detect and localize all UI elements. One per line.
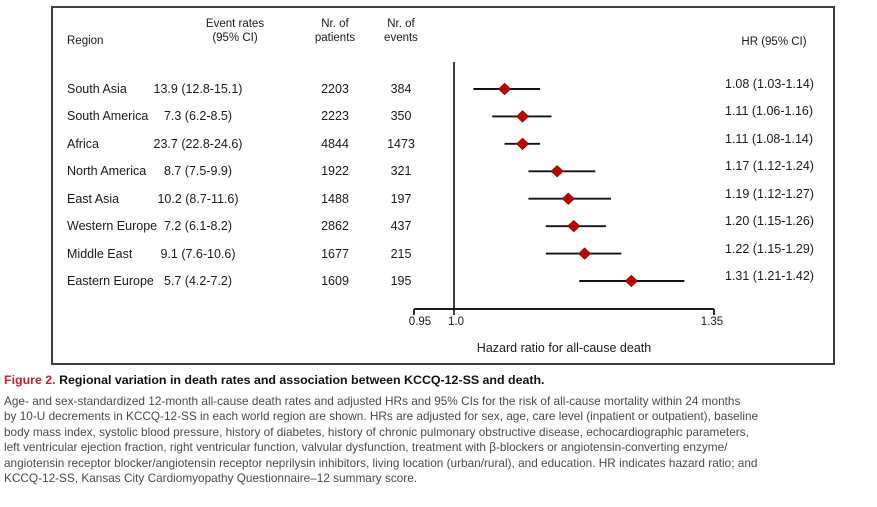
column-header-events-line2: events [384,32,418,44]
caption-line: body mass index, systolic blood pressure… [4,424,749,439]
row-patients: 1609 [321,274,349,288]
row-patients: 2862 [321,219,349,234]
figure-number-label: Figure 2. [4,373,56,387]
row-event-rate: 23.7 (22.8-24.6) [153,136,243,151]
column-header-patients: Nr. of patients [295,17,375,45]
row-event-rate: 10.2 (8.7-11.6) [157,191,239,206]
x-tick-label-1: 1.0 [448,316,464,328]
row-events: 350 [390,109,412,124]
figure-caption: Figure 2. Regional variation in death ra… [4,373,874,486]
row-patients: 1677 [321,246,349,261]
row-events: 197 [390,191,412,206]
row-patients: 2223 [321,109,349,124]
row-events: 321 [390,164,412,179]
row-region-label: East Asia [67,191,120,206]
caption-title-text: Regional variation in death rates and as… [59,373,545,387]
column-header-events-line1: Nr. of [387,18,415,30]
row-region-label: Africa [67,136,99,151]
caption-line: angiotensin receptor blocker/angiotensin… [4,455,758,470]
row-region-label: South America [67,109,149,124]
caption-line: left ventricular ejection fraction, righ… [4,440,728,455]
caption-body: Age- and sex-standardized 12-month all-c… [4,394,874,486]
diamond-center-dot [556,170,559,173]
row-hr-label: 1.11 (1.06-1.16) [725,104,814,119]
x-tick-label-2: 1.35 [701,316,723,328]
column-header-hr: HR (95% CI) [741,36,807,48]
column-header-region: Region [67,35,104,47]
column-header-event-rates-line2: (95% CI) [212,32,258,44]
row-events: 215 [390,246,412,261]
row-hr-label: 1.20 (1.15-1.26) [725,214,814,229]
row-hr-label: 1.17 (1.12-1.24) [725,159,814,174]
row-events: 195 [390,274,412,288]
row-event-rate: 5.7 (4.2-7.2) [163,274,233,288]
row-event-rate: 7.2 (6.1-8.2) [163,219,233,234]
diamond-center-dot [572,225,575,228]
row-hr-label: 1.08 (1.03-1.14) [725,77,814,91]
forest-plot: 0.95 1.0 1.35 Hazard ratio for all-cause… [409,62,723,355]
column-header-patients-line2: patients [314,32,356,44]
diamond-center-dot [583,252,586,255]
column-header-patients-line1: Nr. of [321,18,349,30]
diamond-center-dot [503,87,506,91]
column-header-event-rates-line1: Event rates [205,18,265,30]
row-patients: 1922 [321,164,349,179]
row-event-rate: 9.1 (7.6-10.6) [160,246,236,261]
column-header-events: Nr. of events [361,17,441,45]
row-hr-label: 1.11 (1.08-1.14) [725,131,814,146]
row-region-label: Middle East [67,246,133,261]
caption-line: by 10-U decrements in KCCQ-12-SS in each… [4,409,759,424]
row-patients: 1488 [321,191,349,206]
row-region-label: North America [67,164,147,179]
diamond-center-dot [521,142,524,145]
caption-line: KCCQ-12-SS, Kansas City Cardiomyopathy Q… [4,471,418,486]
row-event-rate: 13.9 (12.8-15.1) [153,82,243,96]
row-region-label: South Asia [67,82,127,96]
caption-title: Figure 2. Regional variation in death ra… [4,373,874,388]
x-axis-title: Hazard ratio for all-cause death [477,341,651,355]
diamond-center-dot [567,197,570,200]
diamond-center-dot [630,279,633,283]
figure-panel: Region Event rates (95% CI) Nr. of patie… [51,6,835,365]
row-patients: 4844 [321,136,349,151]
row-event-rate: 7.3 (6.2-8.5) [163,109,233,124]
row-region-label: Eastern Europe [67,274,154,288]
row-hr-label: 1.19 (1.12-1.27) [725,186,814,201]
x-tick-label-0: 0.95 [409,316,431,328]
row-patients: 2203 [321,82,349,96]
diamond-center-dot [521,115,524,118]
row-events: 437 [390,219,412,234]
row-hr-label: 1.31 (1.21-1.42) [725,269,814,283]
caption-line: Age- and sex-standardized 12-month all-c… [4,394,741,408]
row-events: 384 [390,82,412,96]
column-header-event-rates: Event rates (95% CI) [145,17,325,45]
forest-series [473,82,685,288]
row-hr-label: 1.22 (1.15-1.29) [725,241,814,256]
row-events: 1473 [387,136,415,151]
row-region-label: Western Europe [67,219,158,234]
row-event-rate: 8.7 (7.5-9.9) [163,164,233,179]
